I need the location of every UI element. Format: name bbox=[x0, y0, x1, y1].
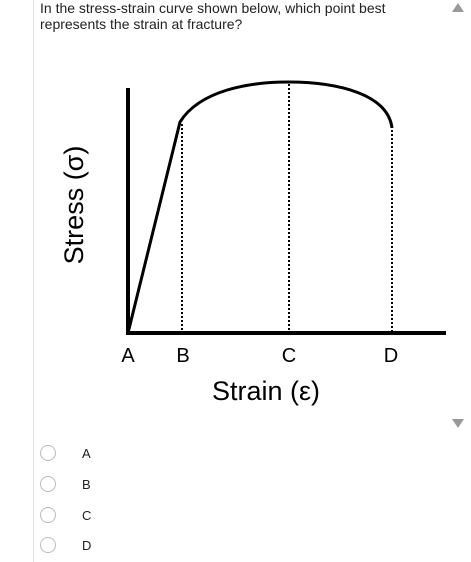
dotted-lines bbox=[181, 84, 393, 332]
left-border bbox=[33, 0, 34, 562]
point-label: A bbox=[121, 345, 135, 367]
scroll-down[interactable] bbox=[452, 419, 464, 428]
option[interactable]: B bbox=[40, 472, 91, 496]
option-label: C bbox=[82, 507, 92, 523]
point-label: D bbox=[384, 345, 398, 367]
scroll-up[interactable] bbox=[452, 3, 464, 12]
option[interactable]: D bbox=[40, 533, 91, 557]
radio[interactable] bbox=[40, 476, 56, 492]
option[interactable]: C bbox=[40, 503, 91, 527]
stress-strain-curve bbox=[126, 80, 394, 334]
radio[interactable] bbox=[40, 507, 56, 523]
question: In the stress-strain curve shown below, … bbox=[40, 0, 386, 32]
radio[interactable] bbox=[40, 445, 56, 461]
question-line: In the stress-strain curve shown below, … bbox=[40, 0, 386, 16]
option-label: A bbox=[82, 445, 91, 461]
question-line: represents the strain at fracture? bbox=[40, 16, 243, 32]
x-axis-label: Strain (ε) bbox=[212, 376, 320, 406]
radio[interactable] bbox=[40, 537, 56, 553]
option-label: B bbox=[82, 476, 91, 492]
option-label: D bbox=[82, 537, 92, 553]
y-axis-label: Stress (σ) bbox=[59, 146, 89, 265]
option[interactable]: A bbox=[40, 441, 91, 465]
point-label: B bbox=[176, 345, 189, 367]
point-label: C bbox=[282, 345, 296, 367]
